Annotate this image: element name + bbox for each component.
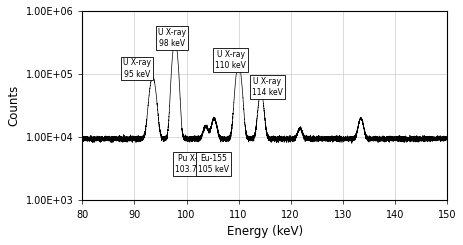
X-axis label: Energy (keV): Energy (keV) bbox=[226, 225, 303, 238]
Text: U X-ray
95 keV: U X-ray 95 keV bbox=[123, 59, 151, 79]
Text: U X-ray
98 keV: U X-ray 98 keV bbox=[158, 28, 186, 48]
Text: Pu X-ray
103.7 keV: Pu X-ray 103.7 keV bbox=[175, 154, 213, 174]
Text: U X-ray
114 keV: U X-ray 114 keV bbox=[252, 76, 282, 97]
Text: U X-ray
110 keV: U X-ray 110 keV bbox=[215, 50, 246, 70]
Y-axis label: Counts: Counts bbox=[7, 85, 20, 126]
Text: Eu-155
105 keV: Eu-155 105 keV bbox=[198, 154, 229, 174]
